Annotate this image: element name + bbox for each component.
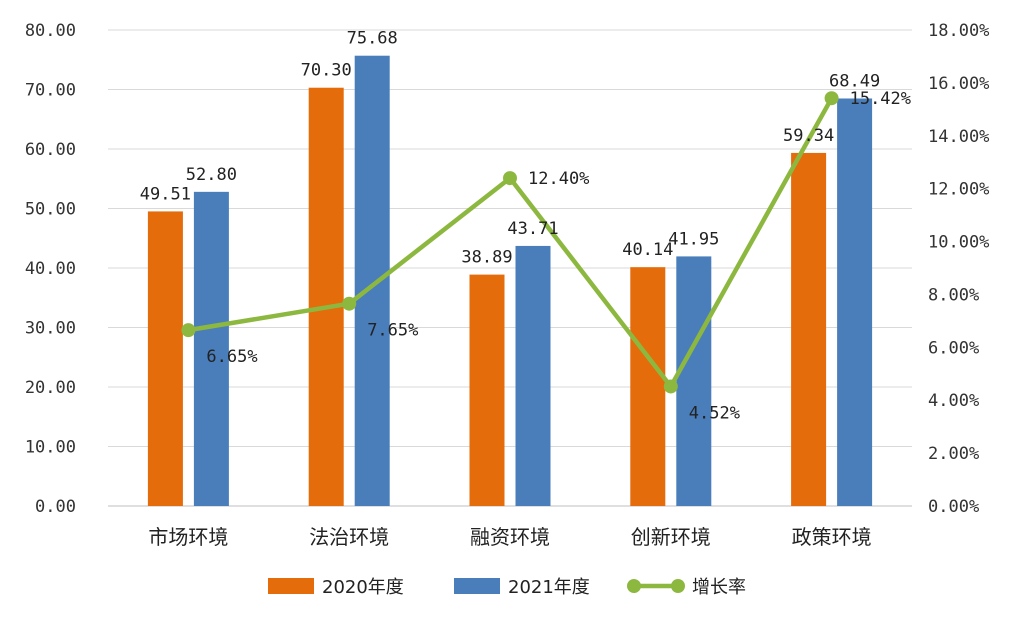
growth-rate-label: 12.40% xyxy=(528,169,589,189)
left-tick-label: 30.00 xyxy=(25,319,76,339)
right-tick-label: 4.00% xyxy=(928,391,979,411)
legend-marker xyxy=(671,579,685,593)
bar-series-1 xyxy=(147,211,183,506)
bar-value-label: 49.51 xyxy=(140,184,191,204)
category-label: 法治环境 xyxy=(309,525,389,549)
right-tick-label: 10.00% xyxy=(928,233,989,253)
category-label: 市场环境 xyxy=(148,525,228,549)
legend-swatch xyxy=(268,578,314,594)
left-tick-label: 20.00 xyxy=(25,378,76,398)
legend: 2020年度 2021年度 增长率 xyxy=(268,577,746,598)
bar-series-2 xyxy=(837,98,873,506)
bar-value-label: 43.71 xyxy=(507,219,558,239)
growth-rate-point xyxy=(824,91,839,106)
legend-marker xyxy=(627,579,641,593)
right-tick-label: 16.00% xyxy=(928,74,989,94)
data-labels: 49.51 70.30 38.89 40.14 59.34 52.80 75.68 43.71… xyxy=(140,29,911,424)
left-tick-label: 0.00 xyxy=(35,497,76,517)
bars xyxy=(147,55,873,506)
bar-series-1 xyxy=(469,274,505,506)
right-tick-label: 0.00% xyxy=(928,497,979,517)
bar-value-label: 38.89 xyxy=(461,248,512,268)
bar-series-2 xyxy=(676,256,712,506)
growth-rate-label: 15.42% xyxy=(850,89,911,109)
category-label: 融资环境 xyxy=(470,525,550,549)
right-axis-ticks: 0.00% 2.00% 4.00% 6.00% 8.00% 10.00% 12.00% 14.… xyxy=(928,21,989,517)
right-tick-label: 2.00% xyxy=(928,444,979,464)
growth-rate-line xyxy=(188,97,834,389)
bar-value-label: 59.34 xyxy=(783,126,834,146)
bar-series-2 xyxy=(354,55,390,506)
bar-value-label: 68.49 xyxy=(829,71,880,91)
right-tick-label: 8.00% xyxy=(928,285,979,305)
legend-swatch xyxy=(454,578,500,594)
category-label: 创新环境 xyxy=(631,525,711,549)
left-tick-label: 60.00 xyxy=(25,140,76,160)
category-labels: 市场环境 法治环境 融资环境 创新环境 政策环境 xyxy=(148,525,871,549)
growth-rate-point xyxy=(181,323,196,338)
growth-rate-label: 7.65% xyxy=(367,321,418,341)
right-tick-label: 14.00% xyxy=(928,127,989,147)
bar-value-label: 41.95 xyxy=(668,229,719,249)
bar-series-2 xyxy=(515,245,551,506)
left-axis-ticks: 0.00 10.00 20.00 30.00 40.00 50.00 60.00 70.00 8… xyxy=(25,21,76,517)
growth-line xyxy=(181,91,839,394)
bar-series-1 xyxy=(308,87,344,506)
left-tick-label: 50.00 xyxy=(25,200,76,220)
legend-label: 2021年度 xyxy=(508,577,590,598)
growth-rate-label: 4.52% xyxy=(689,403,740,423)
category-label: 政策环境 xyxy=(792,525,872,549)
bar-value-label: 40.14 xyxy=(622,240,673,260)
right-tick-label: 18.00% xyxy=(928,21,989,41)
growth-rate-point xyxy=(342,296,357,311)
left-tick-label: 40.00 xyxy=(25,259,76,279)
growth-rate-label: 6.65% xyxy=(206,347,257,367)
growth-rate-point xyxy=(503,171,517,186)
left-tick-label: 80.00 xyxy=(25,21,76,41)
right-tick-label: 6.00% xyxy=(928,338,979,358)
right-tick-label: 12.00% xyxy=(928,180,989,200)
left-tick-label: 10.00 xyxy=(25,438,76,458)
left-tick-label: 70.00 xyxy=(25,81,76,101)
bar-series-1 xyxy=(791,152,827,506)
growth-rate-point xyxy=(663,379,678,394)
bar-value-label: 52.80 xyxy=(186,165,237,185)
gridlines xyxy=(108,29,912,507)
legend-label: 2020年度 xyxy=(322,577,404,598)
bar-series-2 xyxy=(193,191,229,506)
bar-value-label: 70.30 xyxy=(301,61,352,81)
legend-label: 增长率 xyxy=(692,577,746,598)
bar-series-1 xyxy=(630,267,666,506)
bar-value-label: 75.68 xyxy=(347,29,398,49)
